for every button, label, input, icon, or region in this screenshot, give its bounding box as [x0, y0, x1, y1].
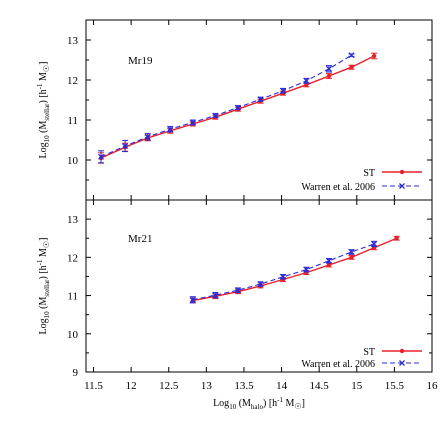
- legend-marks: [382, 169, 422, 366]
- legend-top: ST Warren et al. 2006: [301, 168, 375, 193]
- warren-point: [98, 153, 105, 160]
- warren-point: [303, 266, 310, 273]
- warren-point: [257, 96, 264, 103]
- y-tick-label: 11: [67, 291, 78, 303]
- x-tick-label: 15: [351, 380, 363, 392]
- legend-warren-marker: [399, 183, 405, 189]
- warren-point: [212, 112, 219, 119]
- legend-st-marker: [399, 169, 405, 175]
- warren-point: [348, 52, 355, 59]
- st-point: [371, 53, 377, 59]
- x-tick-label: 13.5: [234, 380, 254, 392]
- st-point: [326, 73, 332, 79]
- x-tick-label: 16: [427, 380, 439, 392]
- y-axis-title-top: Log10 (Mstellar) [h-1 M☉]: [36, 62, 51, 159]
- x-tick-label: 15.5: [385, 380, 405, 392]
- x-tick-label: 13: [201, 380, 213, 392]
- x-tick-label: 12: [126, 380, 137, 392]
- series-warren: [98, 52, 355, 164]
- y-tick-label: 12: [67, 75, 78, 87]
- warren-point: [325, 65, 332, 72]
- y-tick-label: 13: [67, 35, 79, 47]
- y-tick-label: 11: [67, 115, 78, 127]
- warren-point: [234, 104, 241, 111]
- st-point: [349, 255, 354, 260]
- x-tick-label: 14.5: [310, 380, 330, 392]
- warren-point: [234, 287, 241, 294]
- legend-warren-label: Warren et al. 2006: [301, 182, 375, 193]
- y-tick-label: 9: [73, 367, 79, 379]
- st-point: [326, 262, 332, 268]
- series-st: [189, 235, 400, 304]
- warren-point: [325, 257, 332, 264]
- warren-point: [122, 143, 129, 149]
- legend-st-marker: [399, 348, 405, 354]
- legend-warren-marker: [399, 360, 405, 366]
- ticks-layer: 11.5 12 12.5 13 13.5 14 14.5 15 15.5 16 10 11 12 13 9 1…: [67, 20, 438, 392]
- warren-point: [212, 292, 219, 299]
- y-axis-title-bottom: Log10 (Mstellar) [h-1 M☉]: [36, 238, 51, 335]
- legend-warren-label: Warren et al. 2006: [301, 359, 375, 370]
- warren-point: [189, 296, 196, 303]
- top-panel-frame: [85, 19, 433, 201]
- panel-label-mr21: Mr21: [128, 233, 152, 245]
- warren-point: [303, 77, 310, 84]
- warren-point: [280, 87, 287, 94]
- warren-point: [280, 273, 287, 280]
- series-layer: [98, 52, 400, 304]
- warren-point: [189, 119, 196, 126]
- y-tick-label: 12: [67, 252, 78, 264]
- warren-point: [144, 133, 151, 140]
- bottom-panel-frame: [85, 199, 433, 373]
- legend-bottom: ST Warren et al. 2006: [301, 347, 375, 370]
- legend-st-label: ST: [363, 347, 375, 358]
- x-axis-title: Log10 (Mhalo) [h-1 M☉]: [213, 396, 305, 411]
- warren-point: [371, 240, 378, 247]
- st-point: [349, 65, 354, 70]
- warren-point: [257, 281, 264, 288]
- st-point: [304, 82, 309, 88]
- st-line: [192, 237, 397, 302]
- y-tick-label: 10: [67, 155, 79, 167]
- series-warren: [189, 240, 378, 304]
- panel-label-mr19: Mr19: [128, 55, 153, 67]
- st-point: [394, 236, 399, 241]
- warren-point: [167, 126, 174, 133]
- x-tick-label: 11.5: [84, 380, 103, 392]
- x-tick-label: 12.5: [159, 380, 179, 392]
- y-tick-label: 13: [67, 214, 79, 226]
- warren-point: [348, 249, 355, 255]
- warren-line: [192, 243, 375, 301]
- y-tick-label: 10: [67, 329, 79, 341]
- legend-st-label: ST: [363, 168, 375, 179]
- x-tick-label: 14: [276, 380, 288, 392]
